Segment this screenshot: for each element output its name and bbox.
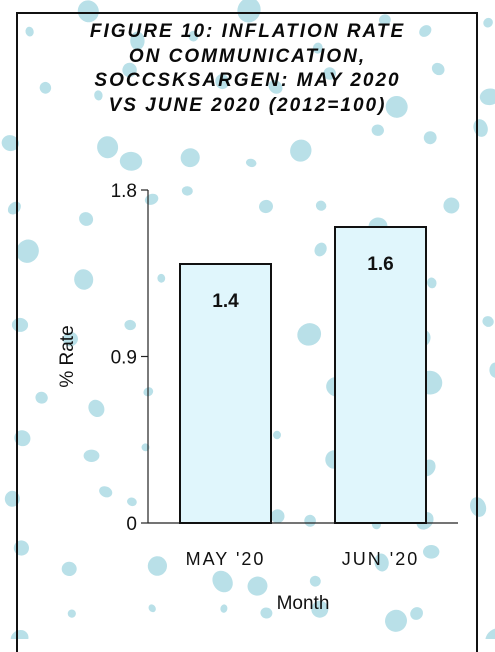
background-dot xyxy=(247,576,268,596)
background-dot xyxy=(245,158,257,168)
background-dot xyxy=(79,212,94,226)
background-dot xyxy=(39,81,52,94)
background-dot xyxy=(99,486,113,498)
background-dot xyxy=(127,497,137,507)
background-dot xyxy=(16,239,39,263)
background-dot xyxy=(215,74,230,90)
bar-data-label: 1.6 xyxy=(367,254,393,275)
background-dot xyxy=(410,607,423,620)
background-dot xyxy=(483,17,493,28)
bar-1 xyxy=(334,226,427,524)
background-dot xyxy=(119,151,143,171)
bar-data-label: 1.4 xyxy=(212,291,239,312)
chart-frame xyxy=(16,12,478,652)
background-dot xyxy=(25,26,34,37)
background-dot xyxy=(61,561,77,577)
background-dot xyxy=(311,600,329,618)
chart-title-line-2: ON COMMUNICATION, xyxy=(128,45,367,67)
background-dot xyxy=(272,430,282,440)
bar-0 xyxy=(179,263,272,524)
background-dot xyxy=(270,509,285,524)
chart-title-line-3: SOCCSKSARGEN: MAY 2020 xyxy=(94,70,401,91)
chart-title-line-4: VS JUNE 2020 (2012=100) xyxy=(108,94,387,116)
background-dot xyxy=(385,609,407,632)
background-dot xyxy=(379,14,391,26)
background-dot xyxy=(323,67,336,80)
y-axis-title: % Rate xyxy=(57,325,78,387)
x-axis-title: Month xyxy=(277,593,330,614)
background-dot xyxy=(181,186,193,196)
background-dot xyxy=(124,319,136,331)
x-category-label: MAY '20 xyxy=(186,549,266,569)
background-dot xyxy=(94,90,103,101)
background-dot xyxy=(304,514,316,527)
background-dot xyxy=(371,124,384,136)
background-dot xyxy=(385,95,408,118)
background-dot xyxy=(314,242,327,257)
labels: 0 0.9 1.8 1.4 MAY '20 1.6 JUN '20 Month % Rate xyxy=(57,181,419,614)
background-dot xyxy=(290,139,312,162)
background-dot xyxy=(212,570,233,593)
background-dot xyxy=(237,0,261,23)
background-dot xyxy=(130,31,145,51)
background-dot xyxy=(374,553,389,572)
chart-title: FIGURE 10: INFLATION RATE ON COMMUNICATI… xyxy=(40,20,455,118)
background-dot xyxy=(97,136,119,159)
background-dot xyxy=(14,430,31,447)
background-dot xyxy=(74,269,94,290)
background-dot xyxy=(268,80,283,94)
background-dot xyxy=(77,0,99,23)
y-tick-label: 0.9 xyxy=(111,348,137,369)
background-dot xyxy=(11,317,29,332)
background-dot xyxy=(260,607,273,619)
x-category-label: JUN '20 xyxy=(342,549,419,569)
background-dot xyxy=(431,62,445,76)
background-dot xyxy=(35,391,48,404)
background-dot xyxy=(423,131,437,145)
background-dot xyxy=(485,628,495,639)
background-dot xyxy=(10,629,29,639)
background-dot xyxy=(122,62,137,78)
background-dot xyxy=(423,545,440,559)
chart-title-line-1: FIGURE 10: INFLATION RATE xyxy=(89,21,406,42)
background-dot xyxy=(1,135,19,152)
background-dot xyxy=(62,331,78,347)
background-dot xyxy=(470,497,487,517)
background-dot xyxy=(297,323,322,346)
y-tick-label: 1.8 xyxy=(111,181,137,202)
background-dot xyxy=(188,30,199,42)
background-dot xyxy=(67,609,76,618)
background-dot xyxy=(309,575,321,587)
background-dot xyxy=(180,148,200,168)
background-dot xyxy=(482,316,494,327)
bars xyxy=(179,226,427,524)
background-dot xyxy=(259,199,273,214)
background-dot xyxy=(419,25,432,37)
background-dot xyxy=(443,197,460,214)
background-dot xyxy=(83,449,100,462)
background-dot xyxy=(147,556,168,576)
background-dot xyxy=(427,277,437,289)
background-dot xyxy=(148,604,156,613)
background-dot xyxy=(88,399,105,418)
background-dot xyxy=(157,273,166,283)
background-dot xyxy=(220,604,228,613)
background-dot xyxy=(312,42,323,54)
background-dot xyxy=(315,200,327,211)
background-dot xyxy=(489,362,495,378)
y-tick-label: 0 xyxy=(126,514,137,535)
